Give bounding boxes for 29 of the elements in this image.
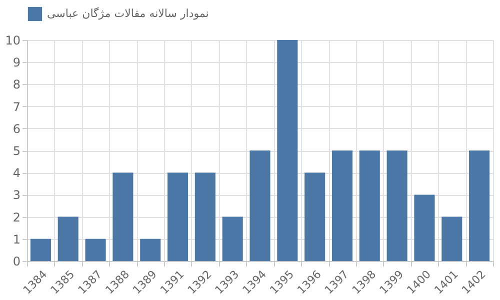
y-tick-label: 7 — [12, 100, 20, 114]
y-tick-label: 2 — [12, 210, 20, 224]
y-tick-label: 5 — [12, 144, 20, 158]
bar — [30, 238, 51, 261]
bar — [58, 216, 78, 261]
bar — [85, 238, 106, 261]
bar — [304, 172, 326, 261]
bar — [414, 194, 435, 261]
y-tick-label: 6 — [12, 122, 20, 136]
y-tick-label: 8 — [12, 78, 20, 92]
y-tick-label: 0 — [12, 254, 20, 268]
bar — [332, 150, 353, 261]
y-tick-label: 10 — [5, 34, 20, 48]
bar — [167, 172, 188, 261]
y-tick-label: 9 — [12, 56, 20, 70]
bar — [194, 172, 216, 261]
bar — [359, 150, 380, 261]
legend-label: نمودار سالانه مقالات مژگان عباسی — [47, 7, 209, 20]
bar — [386, 150, 408, 261]
y-tick-label: 4 — [12, 166, 20, 180]
y-tick-label: 1 — [12, 232, 20, 246]
y-tick-label: 3 — [12, 188, 20, 202]
bar — [277, 40, 298, 261]
bar — [442, 216, 462, 261]
bar — [469, 150, 490, 261]
bar — [250, 150, 270, 261]
bar — [140, 238, 161, 261]
bar — [112, 172, 134, 261]
bar — [222, 216, 243, 261]
